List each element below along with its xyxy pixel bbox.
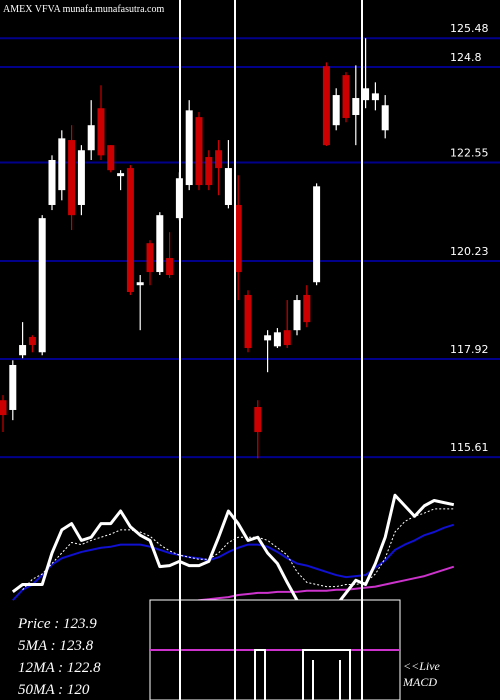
- macd-histogram: [254, 649, 351, 700]
- stat: 50MA : 120: [18, 682, 90, 698]
- candle-body: [136, 282, 144, 286]
- candle-body: [195, 117, 203, 186]
- candle-body: [342, 75, 350, 118]
- candle-body: [97, 108, 105, 156]
- indicator-line: [12, 523, 455, 601]
- candle-body: [332, 95, 340, 126]
- labels: AMEX VFVA munafa.munafasutra.com Price :…: [3, 4, 489, 698]
- candles: [0, 38, 389, 459]
- candle-body: [322, 66, 330, 146]
- stat: Price : 123.9: [17, 616, 97, 632]
- candle-body: [146, 243, 154, 273]
- candle-body: [254, 407, 262, 433]
- candle-body: [38, 218, 46, 353]
- candle-body: [48, 160, 56, 205]
- candle-body: [87, 125, 95, 151]
- y-tick-label: 124.8: [450, 51, 482, 64]
- y-tick-label: 122.55: [450, 147, 489, 160]
- candle-body: [234, 204, 242, 273]
- candle-body: [215, 150, 223, 169]
- candle-body: [381, 105, 389, 131]
- candle-body: [273, 332, 281, 347]
- indicator-line: [22, 508, 454, 591]
- candle-body: [58, 138, 66, 191]
- stat: 5MA : 123.8: [18, 638, 94, 654]
- candle-body: [293, 300, 301, 331]
- live-label: <<Live: [403, 659, 441, 673]
- macd-box: [149, 599, 401, 700]
- live-label: MACD: [402, 675, 437, 689]
- candle-body: [205, 157, 213, 186]
- cursor-lines: [179, 0, 363, 700]
- candle-body: [107, 145, 115, 171]
- candle-body: [68, 140, 76, 216]
- candle-body: [185, 110, 193, 186]
- y-tick-label: 120.23: [450, 245, 489, 258]
- y-tick-label: 125.48: [450, 22, 489, 35]
- candle-body: [352, 98, 360, 116]
- candle-body: [126, 168, 134, 292]
- candle-body: [117, 173, 125, 177]
- candle-body: [28, 336, 36, 346]
- y-tick-label: 117.92: [450, 343, 489, 356]
- y-tick-label: 115.61: [450, 441, 489, 454]
- candle-body: [313, 186, 321, 283]
- candle-body: [264, 335, 272, 341]
- candle-body: [166, 258, 174, 276]
- candle-body: [362, 88, 370, 101]
- candle-body: [303, 294, 311, 323]
- candle-body: [244, 294, 252, 349]
- stat: 12MA : 122.8: [18, 660, 101, 676]
- candle-body: [0, 400, 7, 416]
- indicator-line: [11, 493, 455, 623]
- candle-body: [19, 345, 27, 356]
- chart-title: AMEX VFVA munafa.munafasutra.com: [3, 4, 164, 15]
- candle-body: [224, 168, 232, 205]
- candle-body: [283, 330, 291, 346]
- candle-body: [371, 93, 379, 101]
- candle-body: [156, 215, 164, 273]
- candle-body: [9, 364, 17, 410]
- candle-body: [77, 150, 85, 205]
